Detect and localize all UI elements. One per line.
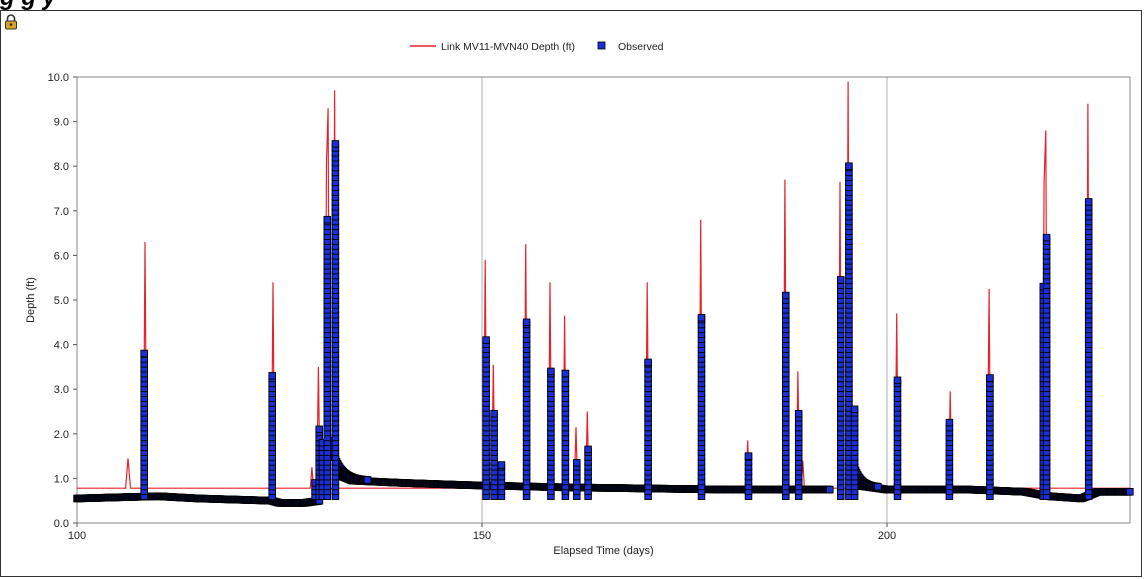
observed-point [268, 372, 276, 380]
observed-point [1042, 233, 1051, 242]
observed-point [850, 405, 859, 414]
observed-point [584, 445, 592, 454]
observed-point [363, 476, 372, 484]
observed-point [794, 409, 803, 418]
y-tick-label: 5.0 [54, 295, 69, 307]
observed-point [522, 318, 531, 327]
observed-point [573, 459, 581, 467]
legend: Link MV11-MVN40 Depth (ft) Observed [410, 41, 664, 53]
y-tick-label: 2.0 [54, 429, 69, 441]
observed-point [697, 314, 706, 322]
observed-point [1126, 488, 1134, 496]
y-tick-label: 4.0 [54, 340, 69, 352]
chart-border [0, 10, 1142, 577]
observed-point [837, 276, 845, 284]
y-tick-label: 8.0 [54, 161, 69, 173]
y-tick-label: 3.0 [54, 384, 69, 396]
y-tick-label: 10.0 [48, 72, 69, 84]
legend-marker-swatch [597, 41, 606, 50]
y-tick-label: 9.0 [54, 117, 69, 129]
page-title-text: g g y [0, 0, 56, 10]
observed-point [986, 374, 994, 382]
series-observed [73, 140, 1134, 507]
y-tick-label: 7.0 [54, 206, 69, 218]
x-tick-label: 150 [473, 530, 491, 542]
observed-point [845, 162, 853, 170]
grid [481, 77, 888, 523]
observed-point [323, 215, 332, 224]
observed-point [140, 349, 148, 358]
axes [73, 76, 1131, 527]
observed-point [497, 461, 506, 469]
x-axis-title: Elapsed Time (days) [553, 545, 653, 557]
y-tick-label: 1.0 [54, 473, 69, 485]
y-axis-title: Depth (ft) [25, 277, 37, 323]
observed-point [490, 409, 498, 418]
observed-point [1084, 198, 1093, 206]
observed-point [331, 140, 340, 148]
observed-point [315, 425, 323, 434]
observed-point [561, 369, 570, 378]
x-tick-label: 100 [68, 530, 86, 542]
series-line-model [77, 81, 1130, 489]
y-tick-label: 6.0 [54, 250, 69, 262]
plot-frame [76, 76, 1131, 524]
observed-point [782, 291, 790, 300]
plot-area [73, 81, 1134, 507]
page-title-fragment: g g y [0, 0, 1144, 10]
observed-point [826, 485, 834, 494]
observed-point [945, 418, 954, 427]
observed-point [744, 452, 753, 460]
observed-point [874, 482, 882, 491]
tick-labels: 0.0 1.0 2.0 3.0 4.0 5.0 6.0 7.0 8.0 9.0 10.0 100 150… [48, 72, 897, 542]
y-tick-label: 0.0 [54, 518, 69, 530]
x-tick-label: 200 [878, 530, 896, 542]
observed-point [893, 376, 902, 385]
observed-point [644, 358, 652, 367]
lock-icon[interactable] [4, 14, 18, 30]
legend-label-observed: Observed [618, 41, 664, 53]
observed-point [482, 336, 490, 344]
legend-label-model: Link MV11-MVN40 Depth (ft) [441, 41, 575, 53]
observed-point [547, 367, 555, 376]
